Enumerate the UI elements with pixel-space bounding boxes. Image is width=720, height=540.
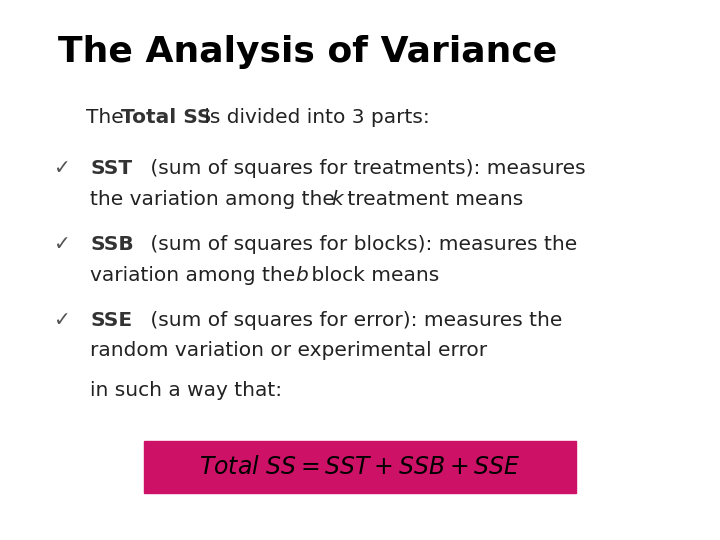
Text: The Analysis of Variance: The Analysis of Variance	[58, 35, 557, 69]
Text: block means: block means	[305, 266, 438, 285]
Text: the variation among the: the variation among the	[90, 190, 341, 209]
Text: is divided into 3 parts:: is divided into 3 parts:	[198, 108, 430, 127]
Text: k: k	[331, 190, 343, 209]
Text: The: The	[86, 108, 130, 127]
Text: SSB: SSB	[90, 235, 134, 254]
Text: in such a way that:: in such a way that:	[90, 381, 282, 400]
Text: random variation or experimental error: random variation or experimental error	[90, 341, 487, 360]
Text: SSE: SSE	[90, 310, 132, 329]
Text: SST: SST	[90, 159, 132, 178]
Text: (sum of squares for blocks): measures the: (sum of squares for blocks): measures th…	[144, 235, 577, 254]
Text: Total SS: Total SS	[121, 108, 212, 127]
Text: ✓: ✓	[54, 159, 71, 178]
Text: $Total\ SS = SST + SSB + SSE$: $Total\ SS = SST + SSB + SSE$	[199, 456, 521, 478]
FancyBboxPatch shape	[144, 442, 576, 492]
Text: (sum of squares for treatments): measures: (sum of squares for treatments): measure…	[144, 159, 585, 178]
Text: b: b	[295, 266, 308, 285]
Text: ✓: ✓	[54, 310, 71, 329]
Text: treatment means: treatment means	[341, 190, 523, 209]
Text: variation among the: variation among the	[90, 266, 302, 285]
Text: ✓: ✓	[54, 235, 71, 254]
Text: (sum of squares for error): measures the: (sum of squares for error): measures the	[144, 310, 562, 329]
